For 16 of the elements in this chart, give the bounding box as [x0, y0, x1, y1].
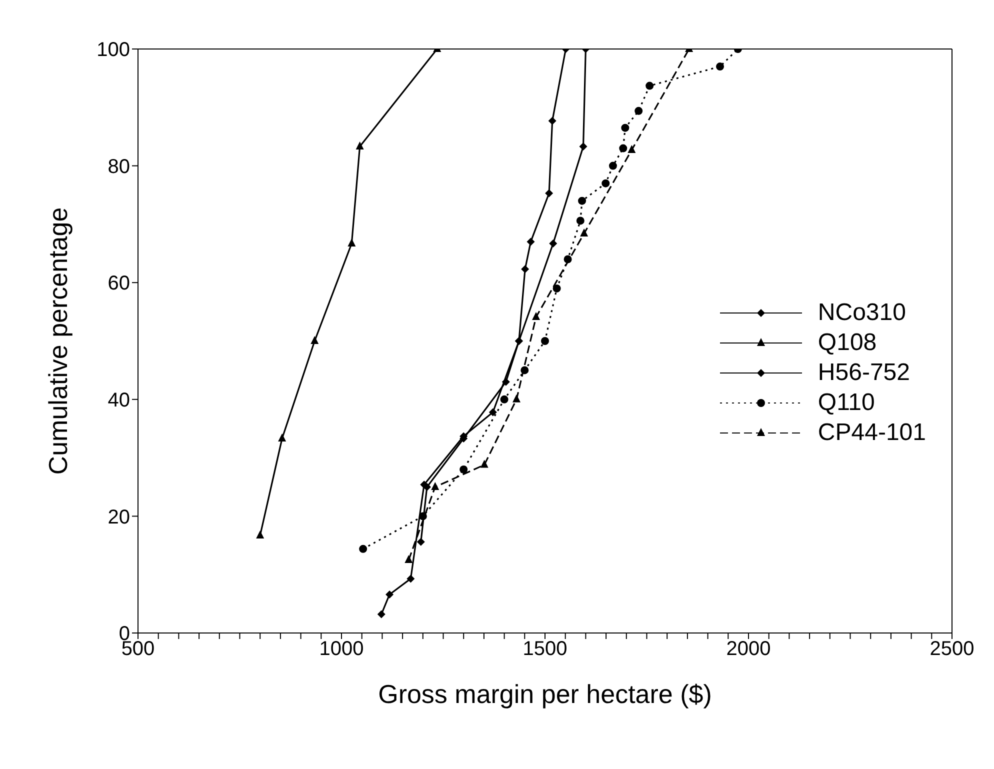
- legend-label: CP44-101: [818, 418, 926, 448]
- legend-label: Q110: [818, 388, 875, 418]
- y-tick-label: 100: [96, 39, 130, 62]
- legend-label: NCo310: [818, 298, 906, 328]
- x-tick-label: 2000: [726, 638, 771, 660]
- x-tick-label: 2500: [930, 638, 974, 660]
- y-tick-label: 80: [108, 156, 130, 178]
- y-tick-label: 40: [108, 390, 130, 412]
- legend-label: Q108: [818, 328, 877, 358]
- x-tick-label: 1500: [522, 638, 568, 660]
- legend-label: H56-752: [818, 358, 910, 388]
- x-axis-title: Gross margin per hectare ($): [378, 679, 712, 709]
- x-tick-label: 1000: [319, 638, 364, 660]
- y-axis-title: Cumulative percentage: [43, 207, 74, 475]
- y-tick-label: 60: [108, 272, 130, 295]
- y-tick-label: 20: [108, 506, 130, 528]
